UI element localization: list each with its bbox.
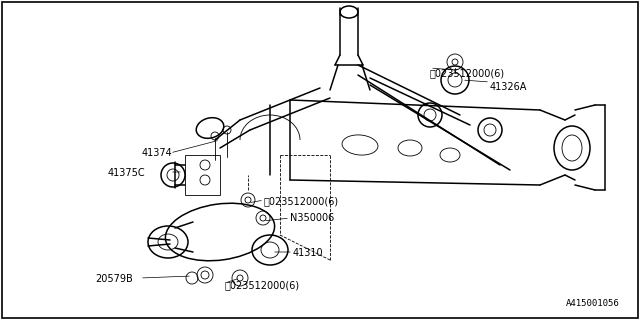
Text: 41374: 41374: [142, 148, 173, 158]
Text: ⓝ023512000(6): ⓝ023512000(6): [225, 280, 300, 290]
Text: 20579B: 20579B: [95, 274, 132, 284]
Text: ⓝ023512000(6): ⓝ023512000(6): [430, 68, 505, 78]
Text: 41326A: 41326A: [490, 82, 527, 92]
Text: 41375C: 41375C: [108, 168, 146, 178]
Text: N350006: N350006: [290, 213, 334, 223]
Text: ⓝ023512000(6): ⓝ023512000(6): [264, 196, 339, 206]
Text: A415001056: A415001056: [566, 299, 620, 308]
Text: 41310: 41310: [293, 248, 324, 258]
